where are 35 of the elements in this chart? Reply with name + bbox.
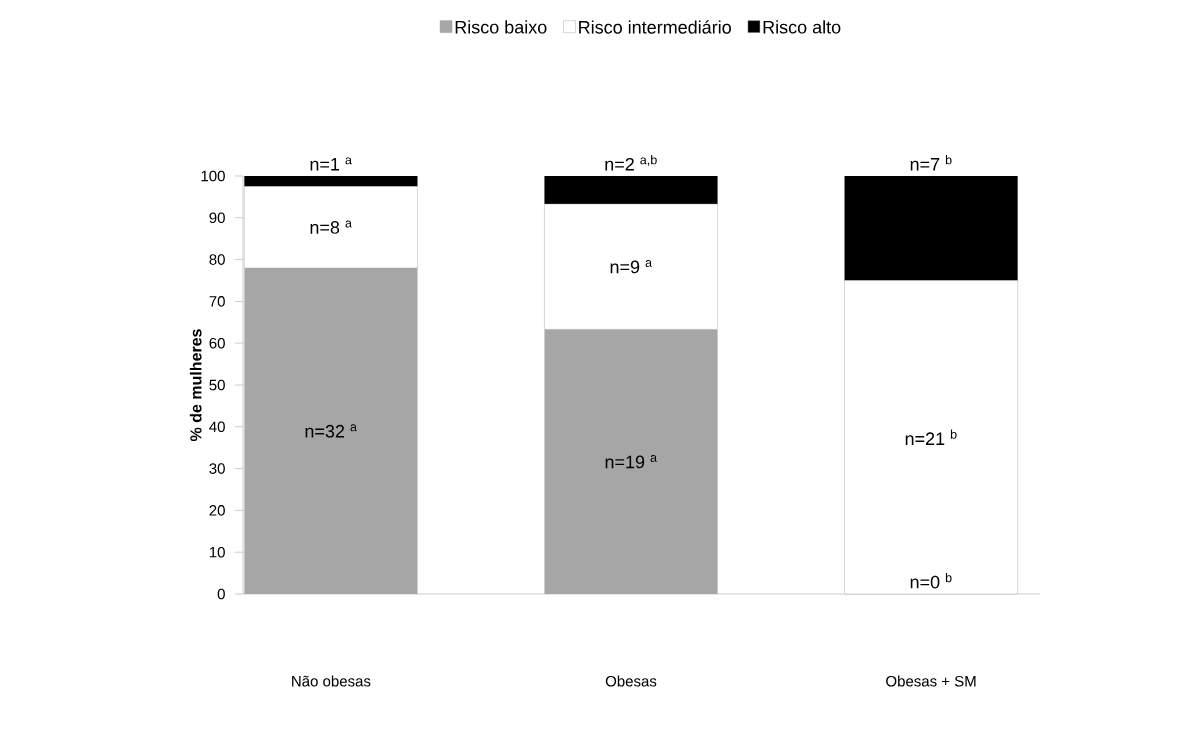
bar [244, 186, 418, 269]
annotation: n=9 $^{a}$ [610, 260, 653, 274]
y-tick-label: 80 [209, 254, 225, 265]
y-tick-label: 0 [217, 588, 225, 600]
legend-label: Risco intermediário [579, 20, 731, 34]
annotation: n=7 $^{b}$ [910, 155, 952, 171]
y-tick-label: 60 [209, 337, 225, 349]
bar [544, 203, 718, 330]
legend-label: Risco baixo [455, 20, 547, 34]
x-tick-label: Obesas + SM [886, 675, 976, 687]
bar [844, 280, 1018, 595]
y-tick-label: 20 [209, 505, 225, 516]
y-axis-title: % de mulheres [189, 329, 202, 442]
y-tick-label: 40 [209, 421, 225, 433]
annotation: n=8 $^{a}$ [310, 220, 352, 234]
y-tick-label: 50 [209, 379, 225, 391]
y-tick-label: 30 [209, 463, 225, 474]
annotation: n=2 $^{a,b}$ [605, 155, 657, 171]
bar [844, 176, 1018, 281]
annotation: n=1 $^{a}$ [310, 157, 352, 171]
legend-label: Risco alto [763, 20, 841, 34]
bar [544, 329, 718, 594]
annotation: n=19 $^{a}$ [605, 455, 658, 469]
annotation: n=0 $^{b}$ [910, 572, 952, 589]
y-tick-label: 10 [209, 546, 225, 558]
y-tick-label: 90 [209, 212, 225, 224]
bar [244, 176, 418, 187]
annotation: n=21 $^{b}$ [905, 429, 957, 445]
bar [244, 267, 418, 594]
annotation: n=32 $^{a}$ [305, 424, 357, 438]
x-tick-label: Obesas [605, 675, 657, 687]
x-tick-label: Não obesas [292, 675, 371, 687]
y-tick-label: 100 [201, 170, 225, 182]
y-tick-label: 70 [209, 296, 225, 307]
bar [544, 176, 718, 204]
